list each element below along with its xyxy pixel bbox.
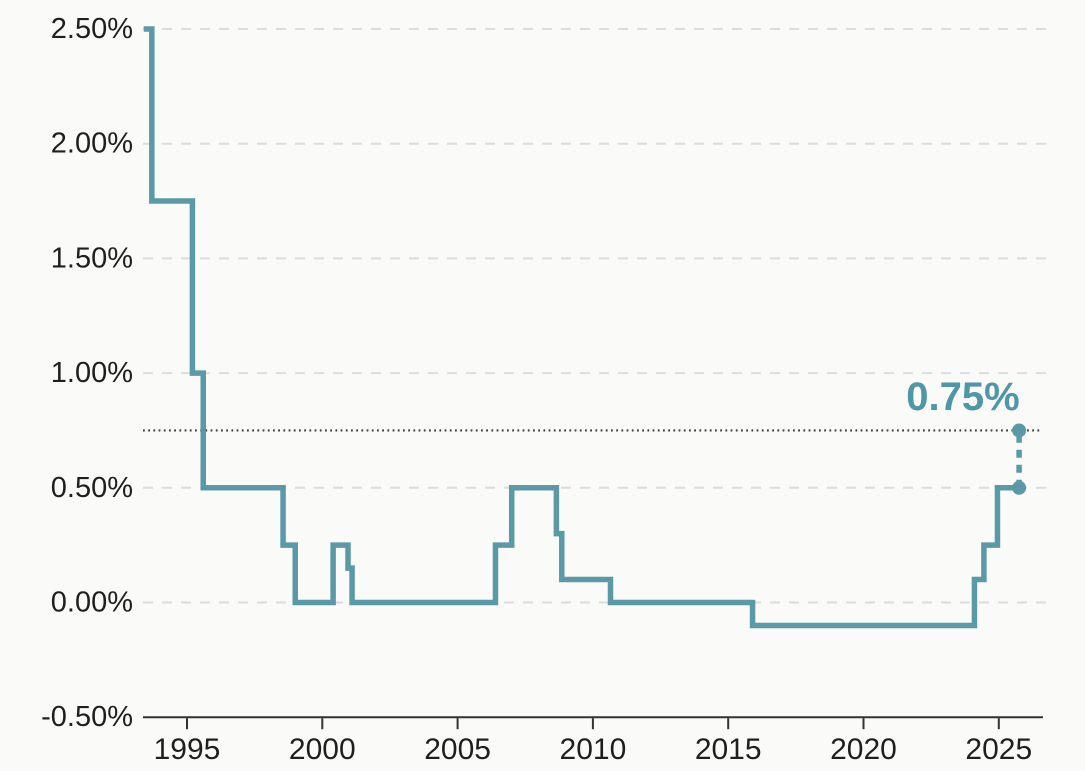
y-axis-label: -0.50% xyxy=(41,701,133,733)
y-axis-label: 2.50% xyxy=(51,13,133,45)
y-axis-label: 2.00% xyxy=(51,128,133,160)
x-axis-label: 1995 xyxy=(154,733,221,766)
x-axis-label: 2020 xyxy=(830,733,897,766)
x-axis-label: 2005 xyxy=(424,733,491,766)
current-rate-annotation: 0.75% xyxy=(906,375,1020,419)
y-axis-label: 1.50% xyxy=(51,242,133,274)
y-axis-label: 0.00% xyxy=(51,587,133,619)
y-axis-label: 1.00% xyxy=(51,357,133,389)
x-axis-label: 2010 xyxy=(560,733,627,766)
policy-rate-step-line xyxy=(143,26,1020,629)
y-axis-label: 0.50% xyxy=(51,472,133,504)
current-rate-dot xyxy=(1012,480,1027,495)
x-axis-label: 2025 xyxy=(965,733,1032,766)
x-axis-label: 2000 xyxy=(289,733,356,766)
projected-rate-dot xyxy=(1012,423,1027,438)
x-axis-label: 2015 xyxy=(695,733,762,766)
